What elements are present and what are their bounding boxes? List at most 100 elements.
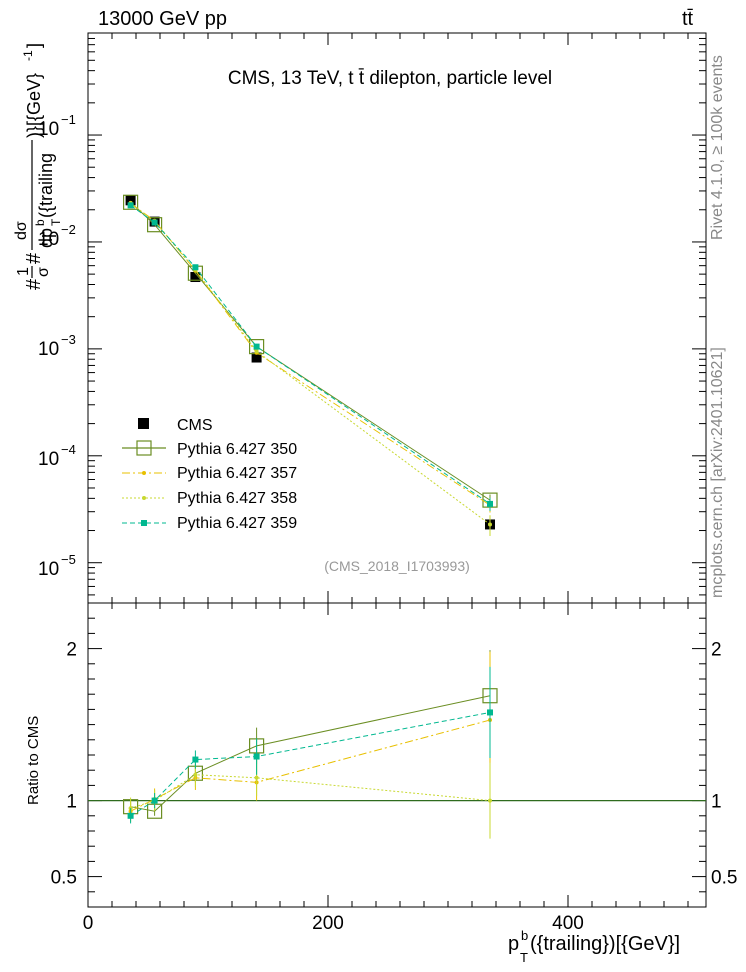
ratio-y-tick-label: 1	[66, 792, 77, 813]
y-label-prefix: #	[23, 278, 45, 290]
y-label-frac-num: 1	[15, 267, 32, 276]
main-point-square	[487, 500, 493, 507]
main-point-square	[127, 202, 134, 209]
svg-text:10: 10	[38, 559, 59, 580]
ratio-y-tick-label: 0.5	[51, 868, 77, 889]
y-label-unit-sup: -1	[21, 50, 35, 61]
y-label-hash: #	[23, 252, 45, 264]
main-ticks	[87, 32, 706, 907]
svg-text:Pythia 6.427 358: Pythia 6.427 358	[177, 490, 297, 507]
x-tick-label: 0	[83, 913, 94, 934]
main-series-line	[130, 204, 491, 505]
svg-text:Pythia 6.427 350: Pythia 6.427 350	[177, 441, 297, 458]
svg-text:CMS: CMS	[177, 417, 213, 434]
legend: CMS Pythia 6.427 350 Pythia 6.427 357 Py…	[122, 417, 297, 532]
ratio-point-dot	[193, 772, 198, 777]
y-label-den-tail: ({trailing	[36, 153, 56, 218]
svg-text:10: 10	[38, 229, 59, 250]
svg-text:−1: −1	[61, 112, 76, 127]
main-point-open-square	[122, 194, 139, 210]
ratio-series-1	[128, 651, 492, 822]
main-point-cms	[190, 272, 201, 283]
y-label-den: dp	[36, 228, 56, 248]
ratio-series-line	[130, 774, 491, 809]
main-y-axis-label: # 1 σ # dσ dp T b ({trailing )}[{GeV} -1…	[13, 43, 63, 290]
svg-text:−5: −5	[61, 552, 76, 567]
x-tick-label: 400	[552, 913, 584, 934]
main-series-line	[130, 203, 491, 506]
main-series-4	[127, 202, 493, 511]
svg-text:10: 10	[38, 339, 59, 360]
ratio-panel-frame	[87, 602, 707, 908]
svg-text:−2: −2	[61, 222, 76, 237]
main-point-cms	[125, 195, 136, 206]
main-point-dot	[488, 522, 492, 527]
header-process: tt̄	[682, 8, 694, 30]
ratio-series-line	[130, 695, 491, 812]
svg-text:10: 10	[38, 119, 59, 140]
y-label-unit: )}[{GeV}	[24, 73, 44, 138]
legend-marker-358	[142, 496, 146, 500]
y-tick-label-4: 10 −4	[38, 442, 76, 470]
ratio-series	[122, 650, 498, 839]
ratio-series-line	[130, 719, 491, 812]
y-label-den-sup: b	[33, 219, 47, 226]
main-point-dot	[254, 349, 259, 354]
y-label-den-sub: T	[49, 218, 63, 226]
svg-text:Pythia 6.427 357: Pythia 6.427 357	[177, 465, 297, 482]
ratio-y-tick-label: 2	[66, 640, 77, 661]
y-tick-label-3: 10 −3	[38, 332, 76, 360]
x-label-base: p	[508, 933, 519, 955]
legend-entry-350: Pythia 6.427 350	[122, 440, 297, 458]
mcplots-label: mcplots.cern.ch [arXiv:2401.10621]	[709, 347, 726, 598]
ratio-point-square	[487, 709, 493, 716]
main-y-tick-labels: 10 −1 10 −2 10 −3 10 −4 10 −5	[38, 112, 76, 580]
x-axis-label: p T b ({trailing})[{GeV}]	[508, 928, 680, 965]
legend-marker-cms	[138, 418, 149, 429]
legend-entry-cms: CMS	[138, 417, 213, 434]
y-label-close: ]	[24, 43, 44, 48]
legend-marker-359	[141, 520, 147, 526]
y-label-num: dσ	[13, 221, 30, 240]
x-label-tail: ({trailing})[{GeV}]	[530, 933, 680, 955]
ratio-y-tick-label-right: 1	[711, 792, 722, 813]
y-tick-label-5: 10 −5	[38, 552, 76, 580]
svg-text:Pythia 6.427 359: Pythia 6.427 359	[177, 515, 297, 532]
main-point-square	[192, 264, 199, 271]
ratio-point-dot	[488, 798, 492, 803]
ratio-point-square	[127, 812, 134, 819]
legend-marker-350	[136, 440, 152, 456]
main-point-open-square	[147, 217, 163, 233]
main-point-square	[253, 343, 260, 350]
rivet-label: Rivet 4.1.0, ≥ 100k events	[709, 55, 726, 240]
ratio-y-tick-label-right: 2	[711, 640, 722, 661]
main-title: CMS, 13 TeV, t t̄ dilepton, particle lev…	[228, 68, 552, 89]
main-series-3	[128, 200, 492, 536]
ratio-ticks: 0.5 0.5 1 1 2 2 0 200 400	[51, 617, 737, 934]
y-tick-label-2: 10 −2	[38, 222, 76, 250]
svg-text:−4: −4	[61, 442, 76, 457]
x-tick-label: 200	[312, 913, 344, 934]
ratio-point-square	[151, 797, 158, 804]
legend-entry-357: Pythia 6.427 357	[122, 465, 297, 482]
main-point-cms	[251, 352, 262, 363]
ratio-series-3	[127, 666, 493, 824]
ratio-point-dot	[254, 775, 259, 780]
legend-entry-359: Pythia 6.427 359	[122, 515, 297, 532]
ratio-y-axis-label: Ratio to CMS	[25, 716, 42, 805]
ratio-series-line	[130, 711, 491, 817]
main-series	[122, 194, 498, 536]
analysis-watermark: (CMS_2018_I1703993)	[324, 558, 470, 574]
y-tick-label-1: 10 −1	[38, 112, 76, 140]
ratio-y-tick-label-right: 0.5	[711, 868, 737, 889]
y-label-frac-den: σ	[35, 267, 52, 277]
legend-marker-357	[142, 471, 146, 475]
header-energy: 13000 GeV pp	[98, 8, 227, 30]
ratio-series-0	[122, 650, 498, 819]
x-label-sub: T	[520, 950, 528, 965]
ratio-series-2	[128, 759, 492, 839]
main-series-1	[122, 194, 498, 508]
x-label-sup: b	[521, 928, 528, 943]
svg-text:10: 10	[38, 449, 59, 470]
